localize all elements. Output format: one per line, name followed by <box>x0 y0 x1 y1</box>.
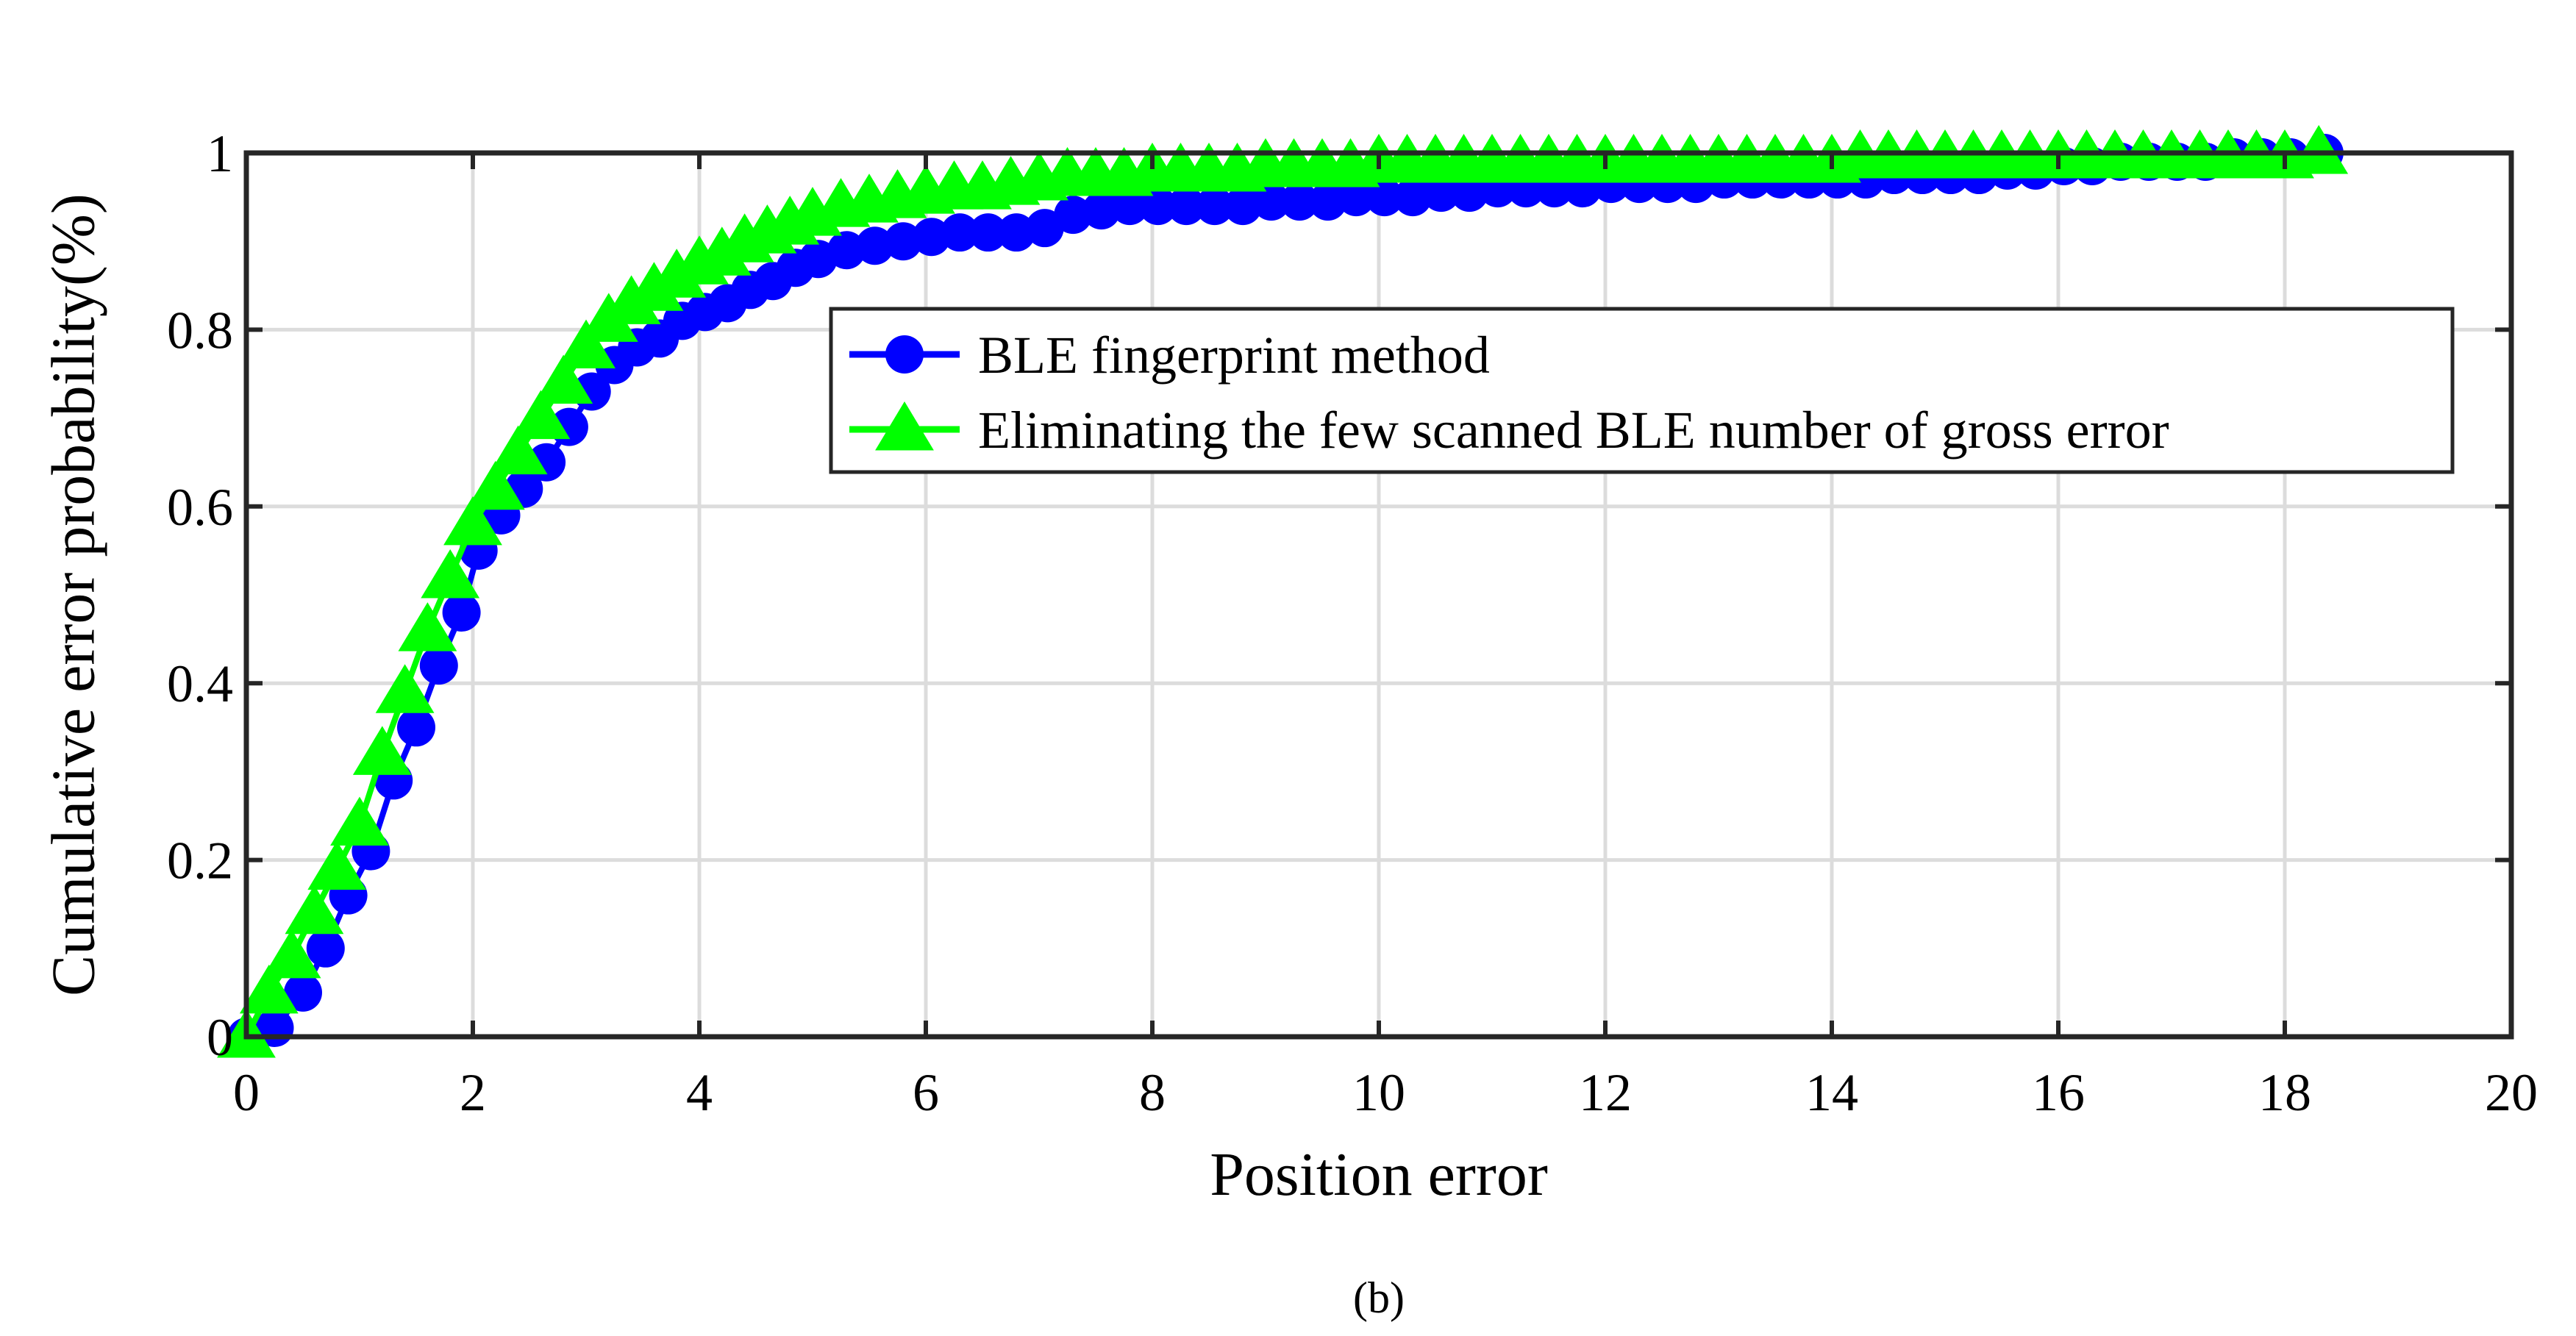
data-point <box>1138 187 1177 226</box>
data-point <box>827 231 866 270</box>
data-point <box>1110 187 1149 226</box>
data-point <box>306 929 345 968</box>
data-point <box>239 964 299 1014</box>
data-point <box>534 354 593 404</box>
x-tick-label: 16 <box>2032 1063 2085 1122</box>
data-point <box>997 213 1036 252</box>
data-point <box>284 973 322 1012</box>
legend-label: Eliminating the few scanned BLE number o… <box>978 401 2169 460</box>
data-point <box>1280 182 1319 221</box>
y-tick-label: 0 <box>207 1008 233 1067</box>
data-point <box>352 726 412 775</box>
data-point <box>1308 182 1347 221</box>
legend-swatch-marker <box>885 335 924 374</box>
data-point <box>1224 187 1263 226</box>
data-point <box>1421 174 1460 212</box>
legend: BLE fingerprint method Eliminating the fe… <box>829 307 2455 474</box>
data-point <box>1054 196 1093 235</box>
grid-lines <box>246 153 2511 1037</box>
legend-box <box>829 307 2455 474</box>
y-tick-label: 0.4 <box>167 654 233 713</box>
data-point <box>330 796 389 846</box>
data-point <box>443 496 502 546</box>
data-point <box>941 213 980 252</box>
data-point <box>1195 187 1234 226</box>
x-tick-label: 10 <box>1352 1063 1405 1122</box>
data-point <box>375 664 435 713</box>
axis-ticks: 0 2 4 6 8 10 12 14 16 18 20 0 0.2 0.4 0.6 0.8 1 <box>167 124 2538 1122</box>
x-tick-label: 14 <box>1805 1063 1858 1122</box>
y-tick-label: 1 <box>207 124 233 183</box>
data-point <box>602 275 661 324</box>
data-point <box>2289 125 2349 174</box>
data-point <box>1450 174 1489 212</box>
data-point <box>912 218 951 257</box>
x-tick-label: 6 <box>913 1063 939 1122</box>
data-point <box>692 226 752 276</box>
data-point <box>1365 178 1404 217</box>
x-tick-label: 4 <box>686 1063 713 1122</box>
data-point <box>419 646 458 685</box>
data-point <box>855 226 894 265</box>
data-point <box>397 708 435 747</box>
x-tick-label: 12 <box>1579 1063 1632 1122</box>
data-point <box>884 222 923 261</box>
figure-caption: (b) <box>1353 1274 1405 1322</box>
data-point <box>262 929 321 979</box>
y-tick-label: 0.8 <box>167 301 233 360</box>
data-point <box>398 602 457 651</box>
legend-swatch-marker <box>875 401 934 451</box>
x-tick-label: 8 <box>1139 1063 1166 1122</box>
x-tick-label: 18 <box>2258 1063 2311 1122</box>
y-axis-title: Cumulative error probability(%) <box>39 193 107 996</box>
data-point <box>1082 191 1121 230</box>
data-point <box>511 390 571 440</box>
data-point <box>488 425 548 475</box>
data-point <box>465 460 525 510</box>
data-point <box>307 840 367 890</box>
data-point <box>1167 187 1206 226</box>
data-point <box>1394 178 1433 217</box>
x-axis-title: Position error <box>1210 1140 1548 1209</box>
x-tick-label: 20 <box>2485 1063 2538 1122</box>
y-tick-label: 0.6 <box>167 478 233 537</box>
data-point <box>285 885 344 935</box>
data-point <box>1337 178 1376 217</box>
data-point <box>442 593 481 632</box>
data-point <box>647 249 707 298</box>
data-point <box>968 213 1007 252</box>
x-tick-label: 0 <box>233 1063 260 1122</box>
data-point <box>421 549 480 599</box>
data-point <box>624 262 684 311</box>
data-point <box>1252 182 1291 221</box>
data-point <box>557 319 616 368</box>
legend-label: BLE fingerprint method <box>978 326 1490 385</box>
y-tick-label: 0.2 <box>167 832 233 890</box>
x-tick-label: 2 <box>460 1063 486 1122</box>
